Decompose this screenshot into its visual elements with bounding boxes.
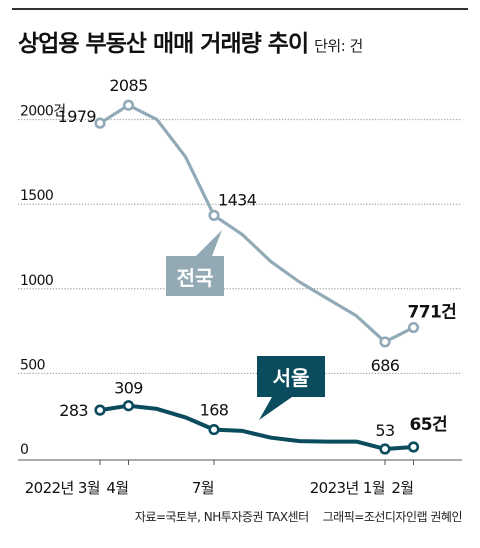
series-label-seoul: 서울: [273, 366, 310, 390]
data-labels: 1979 2085 1434 686 771건 283 309 168 53 65건: [58, 76, 457, 440]
data-label-seoul: 309: [114, 379, 143, 398]
data-point-national: [208, 209, 220, 221]
data-point-seoul: [407, 441, 420, 453]
callout-seoul: [257, 356, 325, 420]
unit-note: 단위: 건: [314, 37, 363, 55]
title-row: 상업용 부동산 매매 거래량 추이 단위: 건: [18, 24, 363, 58]
x-tick-label: 2월: [391, 479, 413, 497]
series-line-national: [98, 103, 416, 344]
graphic-credit: 그래픽=조선디자인랩 권혜인: [322, 510, 463, 524]
data-point-seoul: [379, 443, 391, 455]
y-tick-label: 0: [20, 442, 28, 458]
y-tick-label: 500: [20, 357, 45, 373]
x-tick-label: 2023년 1월: [310, 479, 385, 497]
x-tick-label: 4월: [106, 479, 128, 497]
y-tick-label: 1500: [20, 188, 53, 204]
data-point-seoul: [208, 423, 220, 436]
data-label-national: 1979: [58, 107, 97, 126]
data-label-national: 686: [371, 356, 400, 375]
data-label-seoul: 53: [375, 421, 394, 440]
data-point-seoul: [94, 404, 106, 416]
series-line-seoul: [98, 403, 416, 451]
data-label-seoul: 168: [200, 401, 229, 420]
data-point-national: [407, 321, 420, 334]
data-point-national: [379, 336, 391, 348]
data-label-seoul: 65건: [410, 415, 448, 435]
data-label-seoul: 283: [59, 401, 88, 420]
data-point-national: [94, 117, 106, 129]
top-rule: [12, 8, 468, 10]
callout-national: [166, 230, 224, 296]
series-markers: [94, 99, 420, 455]
data-label-national: 2085: [109, 76, 147, 95]
x-tick-label: 2022년 3월: [25, 479, 100, 497]
data-point-seoul: [122, 400, 135, 412]
data-label-national: 771건: [408, 303, 457, 323]
source-note: 자료=국토부, NH투자증권 TAX센터: [134, 510, 309, 524]
x-tick-label: 7월: [192, 479, 214, 497]
chart-title: 상업용 부동산 매매 거래량 추이: [18, 31, 309, 57]
series-label-national: 전국: [177, 266, 214, 290]
data-point-national: [122, 99, 135, 111]
series-lines: [98, 103, 416, 451]
y-tick-label: 2000건: [20, 104, 66, 120]
data-label-national: 1434: [218, 190, 257, 209]
footer: 자료=국토부, NH투자증권 TAX센터 그래픽=조선디자인랩 권혜인: [0, 508, 463, 525]
y-tick-label: 1000: [20, 273, 53, 289]
axes: 2000건 1500 1000 500 0 2022년 3월 4월 7월 2023년 1월 2월: [18, 104, 462, 497]
